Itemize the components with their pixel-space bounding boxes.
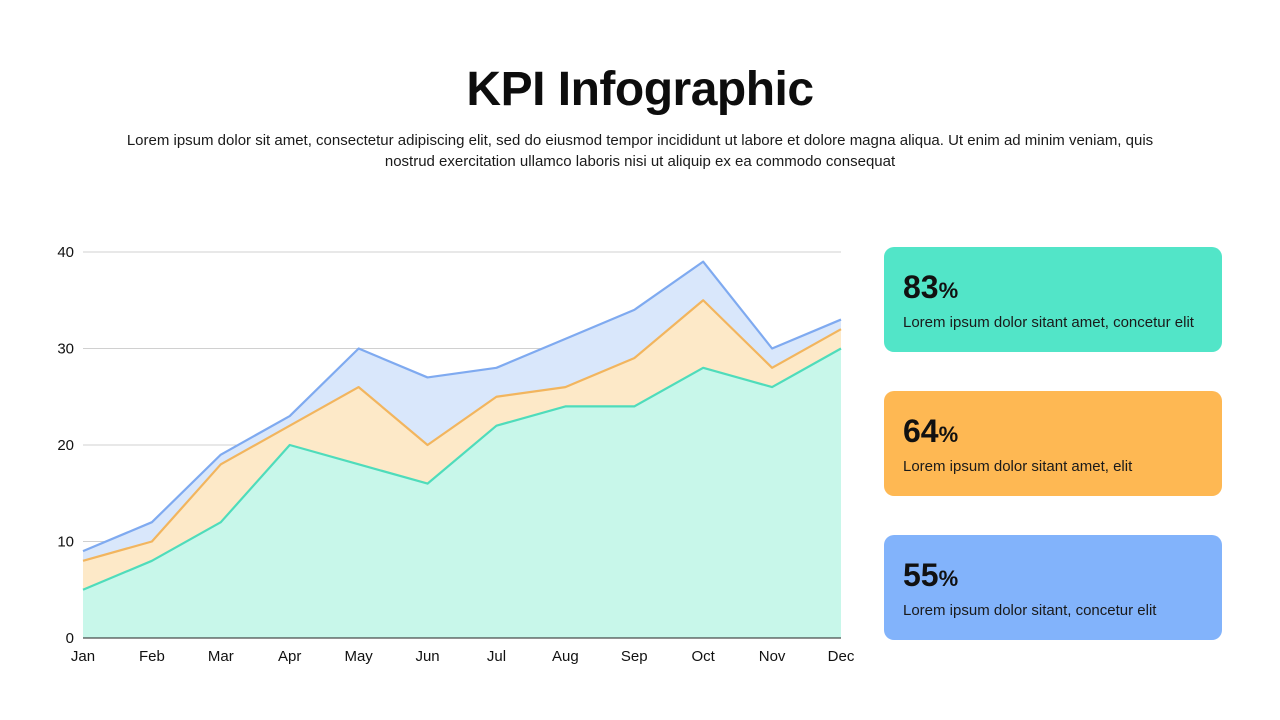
x-tick-label: Apr [278, 648, 301, 665]
kpi-unit: % [938, 278, 959, 303]
y-tick-label: 20 [57, 437, 74, 454]
x-tick-label: Oct [692, 648, 716, 665]
series-3-area [83, 348, 841, 638]
kpi-unit: % [938, 566, 959, 591]
x-tick-label: May [344, 648, 373, 665]
x-tick-label: Mar [208, 648, 234, 665]
series-1-line [82, 260, 842, 553]
x-tick-label: Aug [552, 648, 579, 665]
y-tick-label: 10 [57, 534, 74, 551]
page-subtitle: Lorem ipsum dolor sit amet, consectetur … [126, 132, 1154, 170]
kpi-label: Lorem ipsum dolor sitant amet, elit [903, 458, 1133, 475]
y-tick-label: 30 [57, 341, 74, 358]
x-tick-label: Dec [828, 648, 855, 665]
kpi-card-2: 64% Lorem ipsum dolor sitant amet, elit [884, 391, 1222, 496]
kpi-label: Lorem ipsum dolor sitant, concetur elit [903, 602, 1157, 619]
kpi-unit: % [938, 422, 959, 447]
x-tick-label: Jun [415, 648, 439, 665]
page-title: KPI Infographic [466, 63, 814, 116]
y-tick-label: 0 [66, 630, 74, 647]
y-tick-label: 40 [57, 244, 74, 261]
kpi-value: 83 [903, 269, 939, 305]
kpi-card-3: 55% Lorem ipsum dolor sitant, concetur e… [884, 535, 1222, 640]
x-tick-label: Feb [139, 648, 165, 665]
series-3-line [82, 347, 842, 591]
x-tick-label: Sep [621, 648, 648, 665]
x-tick-label: Jan [71, 648, 95, 665]
x-tick-label: Jul [487, 648, 506, 665]
kpi-value: 55 [903, 557, 939, 593]
kpi-card-1: 83% Lorem ipsum dolor sitant amet, conce… [884, 247, 1222, 352]
area-chart: 0 10 20 30 40 Jan Feb Mar Apr May Jun Jul Aug Sep Oct N… [57, 244, 855, 665]
x-tick-label: Nov [759, 648, 786, 665]
kpi-label: Lorem ipsum dolor sitant amet, concetur … [903, 314, 1194, 331]
kpi-value: 64 [903, 413, 939, 449]
series-2-line [82, 299, 842, 562]
